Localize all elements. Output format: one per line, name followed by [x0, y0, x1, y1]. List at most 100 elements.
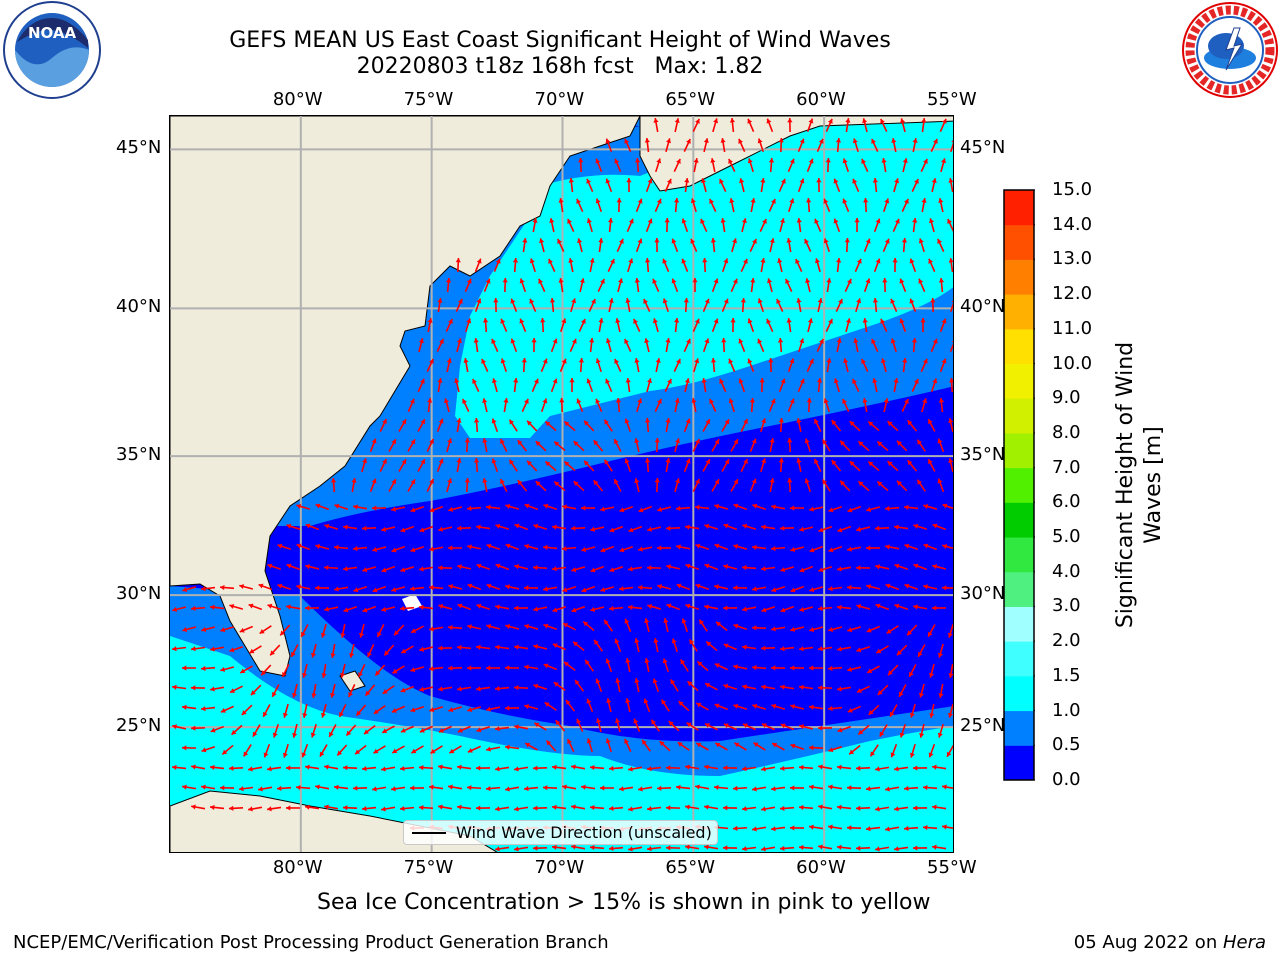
wind-wave-arrowhead — [913, 765, 918, 771]
wind-wave-arrowhead — [807, 318, 813, 324]
wind-wave-arrowhead — [666, 845, 671, 851]
wind-wave-arrowhead — [871, 138, 876, 144]
wind-wave-arrowhead — [842, 398, 847, 404]
wind-wave-arrowhead — [394, 630, 399, 636]
wind-wave-arrowhead — [586, 378, 592, 384]
wind-wave-arrowhead — [681, 618, 687, 624]
wind-wave-arrowhead — [362, 458, 368, 464]
wind-wave-arrowhead — [694, 358, 700, 364]
wind-wave-arrowhead — [780, 805, 785, 811]
wind-wave-arrowhead — [552, 643, 558, 649]
wind-wave-arrowhead — [476, 603, 482, 609]
map-subtitle: 20220803 t18z 168h fcst Max: 1.82 — [356, 54, 764, 79]
wind-wave-arrowhead — [533, 606, 538, 612]
wind-wave-arrow — [950, 142, 953, 153]
wind-wave-arrowhead — [427, 318, 433, 323]
wind-wave-arrowhead — [324, 804, 329, 810]
wind-wave-arrowhead — [828, 784, 833, 790]
wind-wave-arrowhead — [837, 727, 843, 733]
wind-wave-arrowhead — [647, 806, 652, 812]
wind-wave-arrowhead — [647, 766, 652, 772]
wind-wave-arrowhead — [928, 752, 934, 758]
wind-wave-arrowhead — [409, 398, 415, 404]
wind-wave-arrowhead — [644, 618, 650, 624]
lon-label: 65°W — [665, 89, 716, 110]
wind-wave-arrowhead — [927, 631, 933, 637]
wind-wave-arrowhead — [419, 727, 425, 733]
wind-wave-arrowhead — [410, 707, 416, 713]
wind-wave-arrowhead — [486, 706, 491, 712]
wind-wave-arrowhead — [555, 720, 561, 726]
wind-wave-arrowhead — [771, 587, 777, 593]
wind-wave-arrowhead — [486, 543, 492, 549]
wind-wave-arrowhead — [267, 563, 273, 569]
wind-wave-arrowhead — [222, 749, 228, 755]
wind-wave-arrowhead — [761, 846, 766, 852]
wind-wave-arrowhead — [729, 118, 735, 123]
wind-wave-arrowhead — [899, 278, 905, 284]
wind-wave-arrowhead — [438, 603, 444, 609]
wind-wave-arrowhead — [909, 258, 915, 264]
wind-wave-arrowhead — [866, 545, 871, 551]
wind-wave-arrowhead — [761, 645, 766, 651]
wind-wave-arrowhead — [583, 621, 589, 627]
wind-wave-arrowhead — [676, 158, 681, 164]
wind-wave-arrowhead — [768, 158, 775, 163]
wind-wave-arrowhead — [524, 704, 530, 710]
wind-wave-arrowhead — [438, 804, 443, 810]
wind-wave-arrowhead — [656, 158, 662, 164]
wind-wave-arrowhead — [476, 258, 482, 264]
wind-wave-arrowhead — [683, 298, 689, 303]
wind-wave-arrowhead — [928, 419, 933, 425]
wind-wave-arrowhead — [400, 527, 406, 533]
wind-wave-arrowhead — [733, 703, 739, 709]
wind-wave-arrowhead — [642, 739, 647, 745]
wind-wave-arrowhead — [525, 742, 531, 748]
wind-wave-arrowhead — [429, 358, 434, 364]
wind-wave-arrowhead — [486, 624, 492, 630]
wind-wave-arrowhead — [590, 844, 595, 851]
wind-wave-arrowhead — [826, 278, 832, 283]
wind-wave-arrowhead — [210, 804, 215, 810]
wind-wave-arrowhead — [680, 659, 686, 665]
wind-wave-arrowhead — [872, 298, 879, 303]
wind-wave-arrowhead — [500, 318, 506, 324]
wind-wave-arrowhead — [482, 438, 488, 443]
wind-wave-arrowhead — [761, 806, 766, 812]
wind-wave-arrowhead — [840, 480, 845, 486]
wind-wave-arrowhead — [604, 459, 610, 465]
wind-wave-arrowhead — [500, 479, 505, 485]
wind-wave-arrowhead — [647, 526, 653, 532]
wind-wave-arrowhead — [719, 178, 724, 184]
wind-wave-arrowhead — [540, 318, 546, 323]
wind-wave-arrowhead — [705, 683, 711, 688]
wind-wave-arrowhead — [701, 178, 707, 184]
colorbar-frame — [1003, 189, 1035, 781]
wind-wave-arrowhead — [751, 438, 757, 444]
wind-wave-arrowhead — [733, 439, 738, 445]
wind-wave-arrowhead — [231, 729, 237, 735]
footer-date: 05 Aug 2022 on Hera — [1074, 932, 1266, 953]
wind-wave-arrowhead — [828, 547, 834, 553]
wind-wave-arrowhead — [595, 198, 601, 204]
wind-wave-arrowhead — [847, 707, 853, 713]
wind-wave-arrowhead — [740, 298, 746, 303]
wind-wave-arrowhead — [771, 665, 776, 671]
wind-wave-arrowhead — [495, 766, 500, 772]
wind-wave-arrowhead — [544, 702, 550, 707]
wind-wave-arrowhead — [790, 785, 795, 791]
wind-wave-arrowhead — [932, 605, 937, 611]
wind-wave-arrowhead — [666, 178, 672, 184]
wind-wave-arrowhead — [552, 524, 557, 530]
wind-wave-arrowhead — [938, 278, 945, 283]
wind-wave-arrowhead — [252, 731, 258, 737]
wind-wave-arrowhead — [447, 438, 453, 444]
wind-wave-arrowhead — [277, 583, 283, 589]
lon-label: 80°W — [272, 89, 323, 110]
wind-wave-arrowhead — [918, 692, 924, 698]
wind-wave-arrowhead — [466, 318, 472, 324]
wind-wave-arrowhead — [463, 358, 469, 363]
wind-wave-arrowhead — [514, 724, 519, 730]
wind-wave-arrowhead — [723, 845, 728, 851]
wind-wave-arrowhead — [932, 804, 937, 810]
